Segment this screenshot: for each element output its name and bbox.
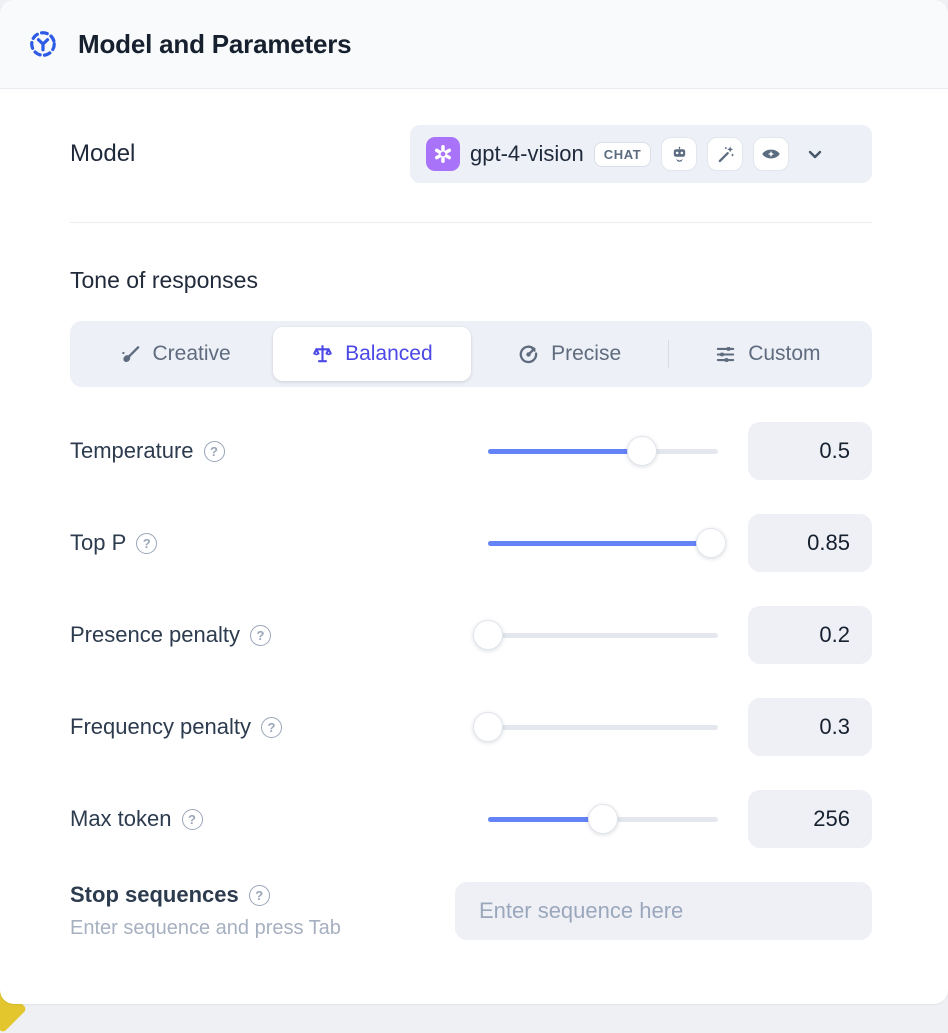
stop-sequences-row: Stop sequences ? Enter sequence and pres…	[70, 882, 872, 940]
scale-icon	[313, 344, 332, 362]
param-row-top-p: Top P ? 0.85	[70, 514, 872, 572]
tone-option-precise[interactable]: Precise	[471, 327, 668, 381]
help-icon[interactable]: ?	[250, 624, 271, 646]
frequency-penalty-slider[interactable]	[473, 712, 718, 742]
tone-option-custom[interactable]: Custom	[669, 327, 866, 381]
parameters-list: Temperature ? 0.5 Top P ?	[70, 422, 872, 848]
selected-model-name: gpt-4-vision	[470, 141, 584, 166]
top-p-value[interactable]: 0.85	[748, 514, 872, 572]
tone-heading: Tone of responses	[70, 267, 258, 293]
help-icon[interactable]: ?	[248, 884, 270, 906]
sliders-icon	[716, 346, 735, 362]
max-token-slider[interactable]	[488, 804, 718, 834]
stop-sequences-label: Stop sequences	[70, 882, 239, 907]
panel-header: Model and Parameters	[0, 0, 948, 89]
presence-penalty-value[interactable]: 0.2	[748, 606, 872, 664]
brush-icon	[121, 345, 139, 362]
slider-thumb[interactable]	[696, 528, 727, 558]
param-label: Temperature	[70, 438, 194, 463]
segment-divider	[667, 340, 669, 368]
param-row-frequency-penalty: Frequency penalty ? 0.3	[70, 698, 872, 756]
max-token-value[interactable]: 256	[748, 790, 872, 848]
target-icon	[519, 345, 538, 363]
help-icon[interactable]: ?	[261, 716, 282, 738]
slider-thumb[interactable]	[627, 436, 658, 466]
tone-option-creative[interactable]: Creative	[76, 327, 273, 381]
tone-segmented-control: Creative Balanced	[70, 321, 872, 387]
slider-thumb[interactable]	[473, 712, 503, 742]
robot-icon	[661, 137, 698, 171]
model-row: Model gpt-4-vis	[70, 125, 872, 183]
param-row-presence-penalty: Presence penalty ? 0.2	[70, 606, 872, 664]
slider-thumb[interactable]	[588, 804, 618, 834]
stop-sequence-input[interactable]	[455, 882, 872, 940]
model-parameters-panel: Model and Parameters Model	[0, 0, 948, 1004]
slider-thumb[interactable]	[473, 620, 503, 650]
help-icon[interactable]: ?	[136, 532, 158, 554]
presence-penalty-slider[interactable]	[473, 620, 718, 650]
magic-wand-icon	[707, 137, 744, 171]
model-type-badge: CHAT	[593, 141, 652, 167]
openai-logo	[426, 137, 460, 171]
tone-option-label: Precise	[551, 342, 622, 365]
section-divider	[70, 222, 872, 223]
model-hub-icon	[28, 29, 58, 59]
help-icon[interactable]: ?	[203, 440, 225, 462]
help-icon[interactable]: ?	[181, 808, 203, 830]
model-select-dropdown[interactable]: gpt-4-vision CHAT	[410, 125, 872, 183]
param-label: Presence penalty	[70, 622, 240, 647]
tone-option-balanced[interactable]: Balanced	[273, 327, 471, 381]
param-row-temperature: Temperature ? 0.5	[70, 422, 872, 480]
model-label: Model	[70, 140, 136, 167]
chevron-down-icon	[803, 142, 827, 166]
tone-option-label: Balanced	[345, 342, 433, 365]
param-row-max-token: Max token ? 256	[70, 790, 872, 848]
vision-eye-icon	[753, 137, 790, 171]
temperature-value[interactable]: 0.5	[748, 422, 872, 480]
tone-option-label: Creative	[152, 342, 231, 365]
panel-title: Model and Parameters	[78, 28, 352, 59]
tone-option-label: Custom	[748, 342, 821, 365]
top-p-slider[interactable]	[488, 528, 727, 558]
param-label: Frequency penalty	[70, 714, 251, 739]
param-label: Max token	[70, 806, 172, 831]
stop-sequences-hint: Enter sequence and press Tab	[70, 917, 341, 939]
frequency-penalty-value[interactable]: 0.3	[748, 698, 872, 756]
param-label: Top P	[70, 530, 127, 555]
temperature-slider[interactable]	[488, 436, 718, 466]
